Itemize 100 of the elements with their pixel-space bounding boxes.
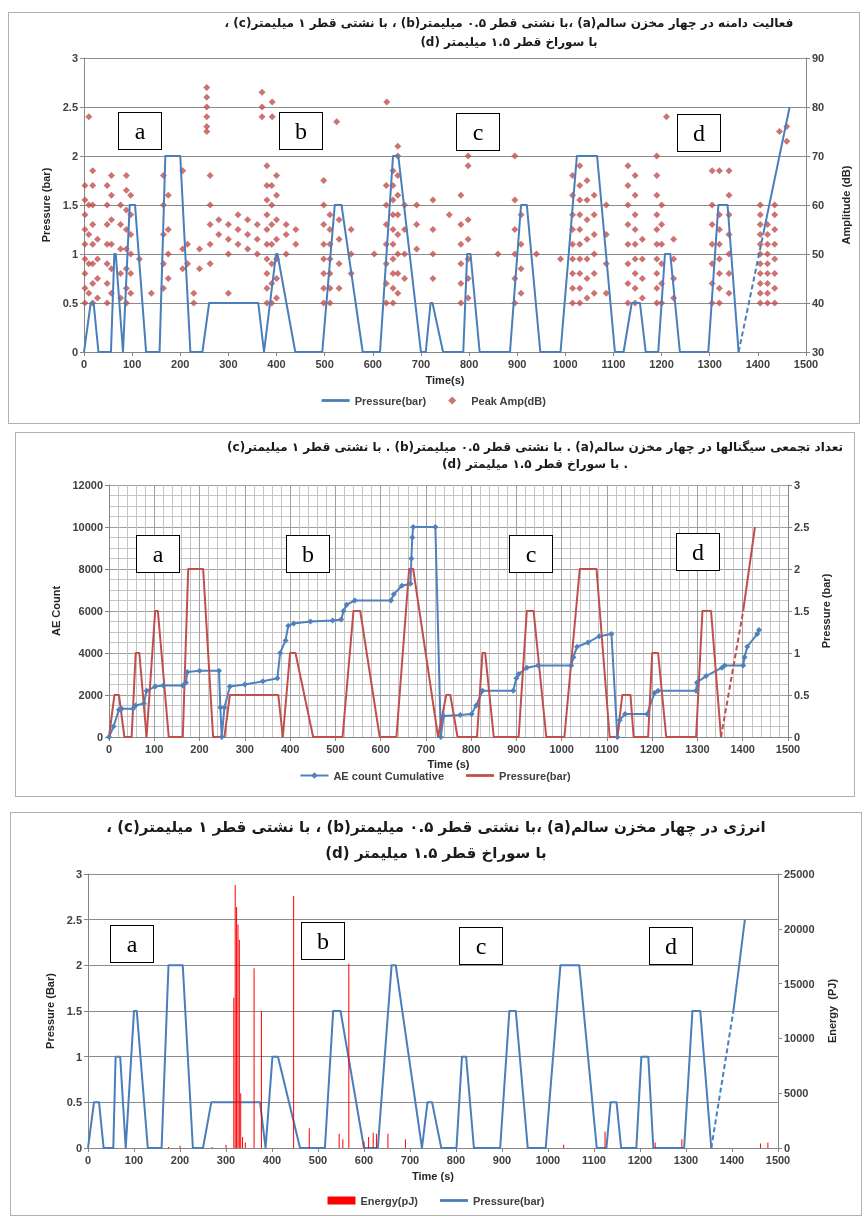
y-tick-label: 4000	[78, 647, 103, 659]
legend-label: Energy(pJ)	[360, 1194, 419, 1207]
y2-tick-label: 2.5	[794, 521, 810, 533]
x-tick-label: 1000	[549, 742, 574, 755]
x-tick-label: 300	[219, 357, 238, 370]
y2-tick-label: 0	[784, 1142, 791, 1154]
x-tick-label: 700	[400, 1153, 420, 1166]
y-tick-label: 2000	[78, 689, 103, 701]
y-axis-title: Pressure (bar)	[40, 167, 53, 243]
annotation: a	[118, 112, 162, 150]
y-axis-title: Pressure (Bar)	[44, 972, 57, 1049]
x-tick-label: 500	[308, 1153, 328, 1166]
y2-tick-label: 25000	[784, 868, 815, 880]
x-tick-label: 900	[492, 1153, 512, 1166]
y-tick-label: 1	[75, 1050, 82, 1063]
x-tick-label: 100	[124, 1153, 144, 1166]
x-axis-title: Time(s)	[425, 373, 465, 386]
x-tick-label: 500	[315, 357, 334, 370]
x-tick-label: 300	[235, 742, 254, 755]
x-axis-title: Time (s)	[412, 1169, 455, 1182]
x-tick-label: 1500	[793, 357, 819, 370]
y-tick-label: 0	[71, 346, 78, 358]
y2-tick-label: 60	[812, 199, 825, 211]
y-tick-label: 1.5	[66, 1005, 82, 1017]
y-tick-label: 1	[71, 248, 78, 260]
x-tick-label: 800	[461, 742, 481, 755]
x-tick-label: 100	[122, 357, 142, 370]
x-tick-label: 500	[326, 742, 345, 755]
y-tick-label: 10000	[72, 521, 103, 533]
legend-label: AE count Cumulative	[333, 769, 445, 782]
annotation: c	[509, 535, 553, 573]
x-tick-label: 600	[371, 742, 390, 755]
x-tick-label: 400	[280, 742, 300, 755]
annotation: b	[301, 922, 345, 960]
x-tick-label: 1100	[595, 742, 619, 755]
y2-tick-label: 40	[812, 297, 825, 309]
y-tick-label: 0	[75, 1142, 82, 1154]
annotation: a	[110, 925, 154, 963]
legend-label: Pressure(bar)	[499, 769, 571, 782]
x-tick-label: 600	[354, 1153, 374, 1166]
y-tick-label: 12000	[72, 479, 103, 491]
y2-tick-label: 80	[812, 101, 825, 113]
x-tick-label: 800	[459, 357, 479, 370]
x-tick-label: 1300	[697, 357, 722, 370]
x-tick-label: 600	[363, 357, 382, 370]
y-axis-title: AE Count	[49, 585, 62, 637]
x-tick-label: 900	[507, 742, 526, 755]
y-tick-label: 6000	[78, 605, 103, 617]
y-tick-label: 2	[75, 959, 82, 972]
y-tick-label: 0.5	[62, 297, 78, 309]
y2-tick-label: 1.5	[794, 605, 810, 617]
y2-tick-label: 15000	[784, 977, 815, 990]
annotation: d	[677, 114, 721, 152]
x-tick-label: 1400	[745, 357, 771, 370]
y-tick-label: 3	[71, 52, 78, 64]
x-tick-label: 1000	[553, 357, 578, 370]
chart-title: انرژی در چهار مخزن سالم(a) ،با نشتی قطر ۰.۵ میلیمتر(b) ، با نشتی قطر ۱ میلیمتر(c) ، با سوراخ قطر ۱.۵ میلیمتر (d)	[105, 817, 767, 864]
x-tick-label: 800	[446, 1153, 466, 1166]
y2-tick-label: 70	[812, 150, 825, 162]
y2-tick-label: 0.5	[794, 689, 810, 701]
y2-axis-title: Pressure (bar)	[819, 573, 832, 649]
annotation: d	[676, 533, 720, 571]
x-tick-label: 1500	[775, 742, 801, 755]
annotation: a	[136, 535, 180, 573]
x-tick-label: 300	[216, 1153, 236, 1166]
y2-tick-label: 10000	[784, 1032, 815, 1045]
y-tick-label: 0	[96, 731, 103, 743]
x-tick-label: 1400	[719, 1153, 745, 1166]
annotation: c	[456, 113, 500, 151]
chart-title: فعالیت دامنه در چهار مخزن سالم(a) ،با نشتی قطر ۰.۵ میلیمتر(b) ، با نشتی قطر ۱ میلیمتر(c) ، با سوراخ قطر ۱.۵ میلیمتر (d)	[223, 15, 795, 52]
y-tick-label: 1.5	[62, 199, 78, 211]
y2-tick-label: 2	[794, 563, 801, 575]
y-tick-label: 3	[75, 868, 82, 880]
x-tick-label: 1500	[765, 1153, 791, 1166]
x-tick-label: 1100	[601, 357, 626, 370]
x-tick-label: 1000	[535, 1153, 561, 1166]
y2-tick-label: 50	[812, 248, 825, 260]
y-tick-label: 2.5	[62, 101, 78, 113]
x-tick-label: 1300	[685, 742, 710, 755]
y2-tick-label: 30	[812, 346, 825, 358]
legend-label: Pressure(bar)	[354, 394, 427, 407]
x-tick-label: 1200	[627, 1153, 653, 1166]
x-tick-label: 1400	[730, 742, 755, 755]
x-tick-label: 1300	[673, 1153, 699, 1166]
y-tick-label: 8000	[78, 563, 103, 575]
y2-tick-label: 90	[812, 52, 825, 64]
x-tick-label: 1100	[582, 1153, 606, 1166]
x-tick-label: 200	[190, 742, 209, 755]
y2-tick-label: 5000	[784, 1087, 809, 1100]
y2-tick-label: 0	[794, 731, 801, 743]
y2-tick-label: 20000	[784, 922, 815, 935]
legend-label: Peak Amp(dB)	[471, 394, 547, 407]
y-tick-label: 2	[71, 150, 78, 162]
x-tick-label: 900	[508, 357, 527, 370]
y-tick-label: 0.5	[66, 1096, 82, 1109]
x-tick-label: 200	[170, 1153, 190, 1166]
x-tick-label: 100	[145, 742, 164, 755]
y-tick-label: 2.5	[66, 913, 82, 926]
y2-axis-title: Amplitude (dB)	[839, 165, 852, 245]
x-tick-label: 0	[105, 742, 113, 755]
